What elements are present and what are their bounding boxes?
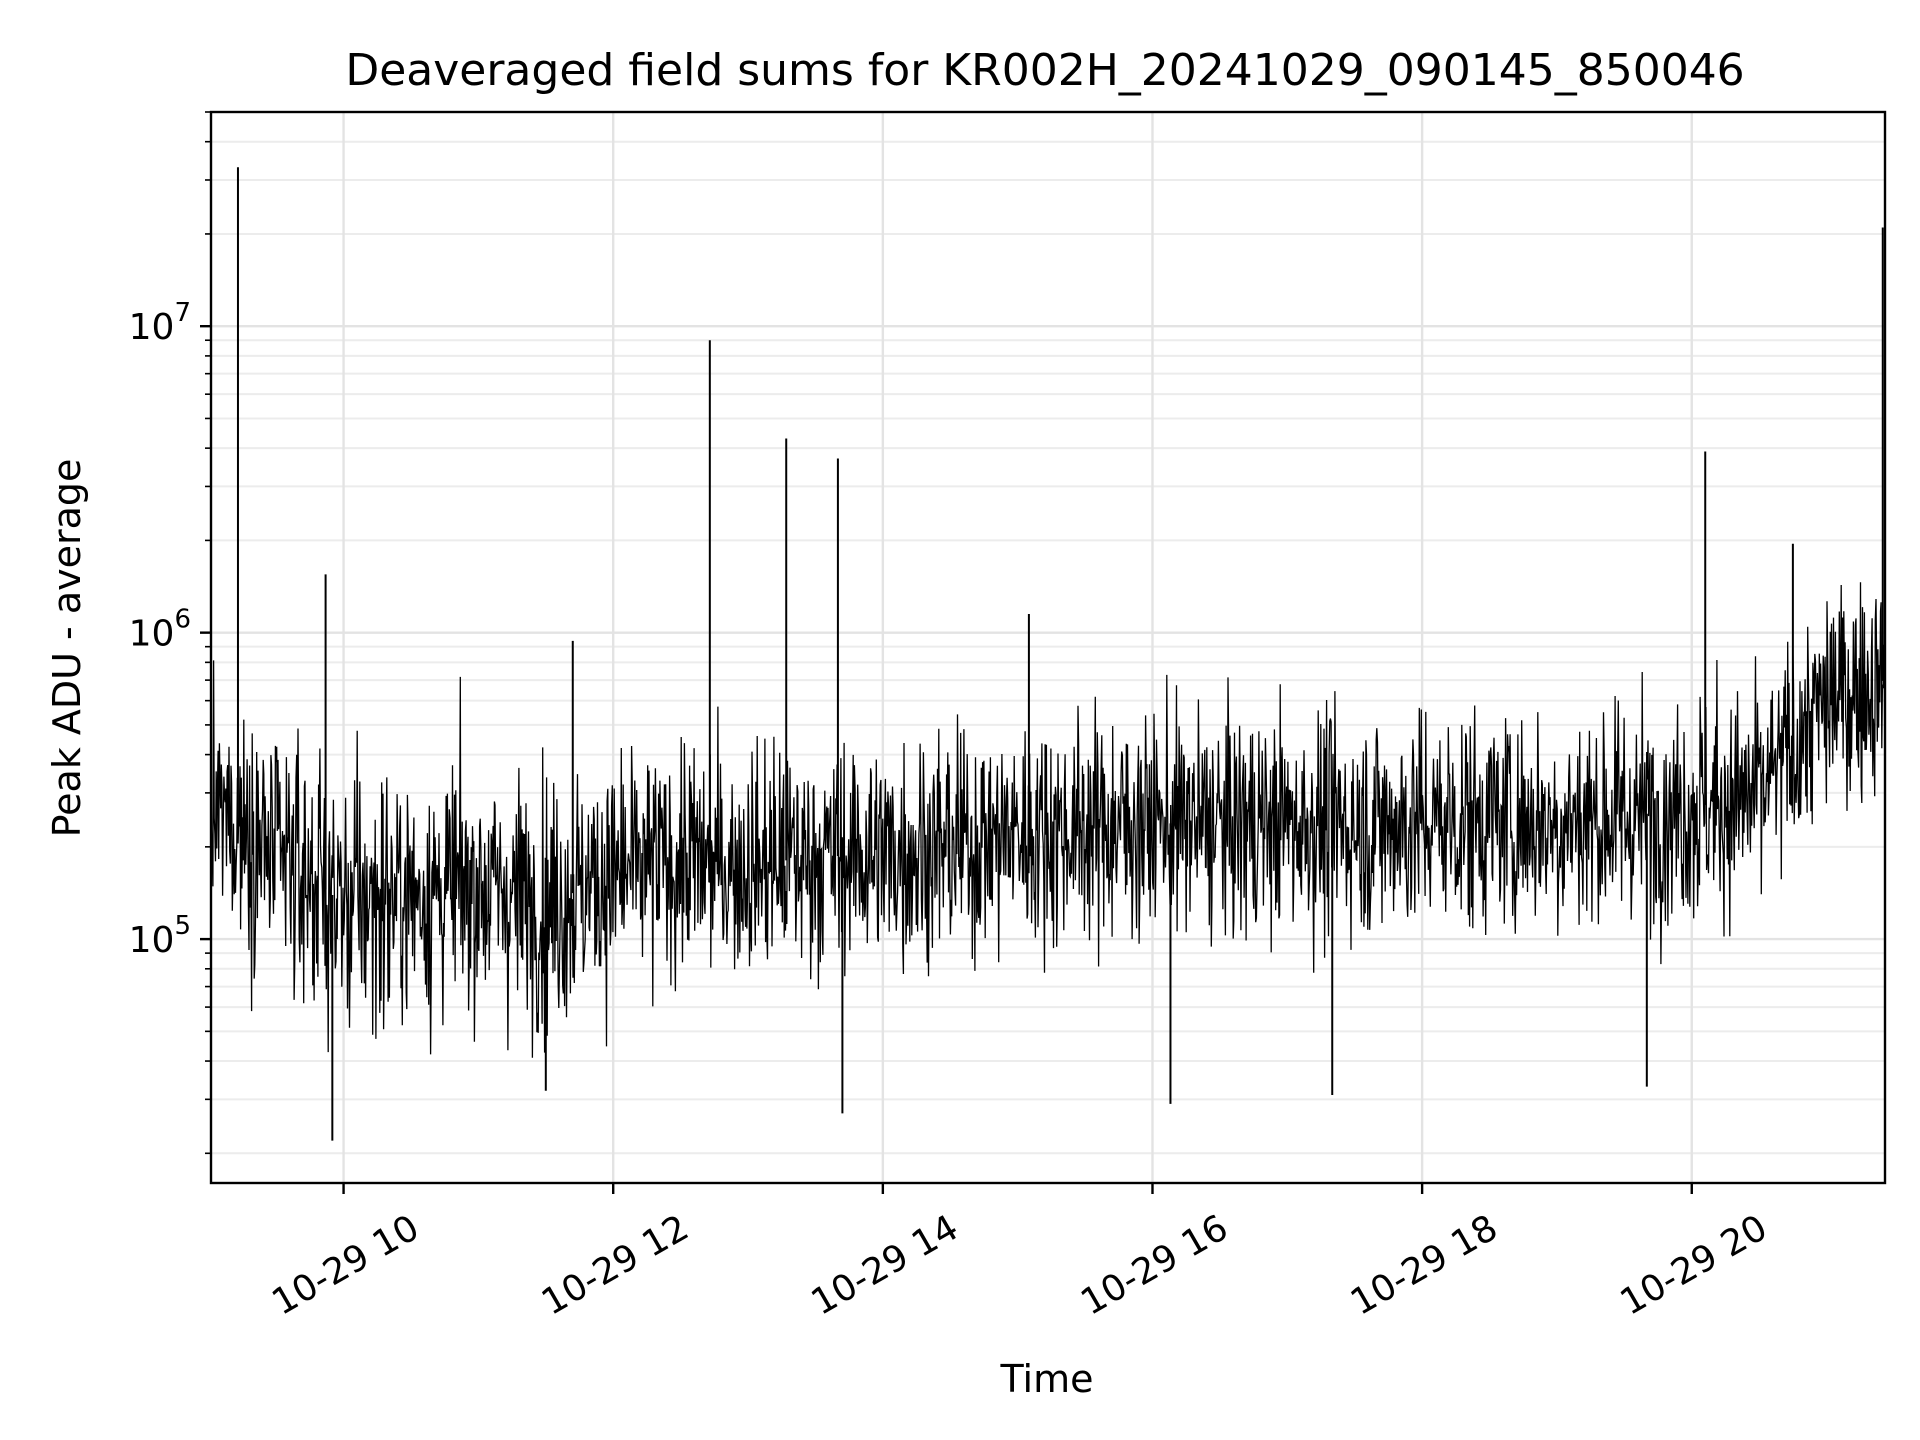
chart-title: Deaveraged field sums for KR002H_2024102… [345,45,1744,96]
plot-frame [209,110,1887,1185]
y-axis-label: Peak ADU - average [45,459,89,838]
x-tick-label: 10-29 14 [805,1207,966,1323]
y-tick-label: 107 [129,298,191,348]
y-tick-label: 105 [129,911,191,961]
x-tick-label: 10-29 16 [1074,1207,1235,1323]
grid [211,111,1885,1183]
x-tick-label: 10-29 18 [1344,1207,1505,1323]
x-axis-label: Time [1000,1357,1094,1401]
plot-area [210,167,1886,1141]
y-axis: 105 106 107 [129,111,211,1155]
y-tick-label: 106 [129,605,191,655]
x-tick-label: 10-29 10 [265,1207,426,1323]
x-axis: 10-29 10 10-29 12 10-29 14 10-29 16 10-29 18… [265,1183,1774,1324]
x-tick-label: 10-29 12 [535,1207,696,1323]
x-tick-label: 10-29 20 [1614,1207,1775,1323]
series-line [210,582,1886,1058]
